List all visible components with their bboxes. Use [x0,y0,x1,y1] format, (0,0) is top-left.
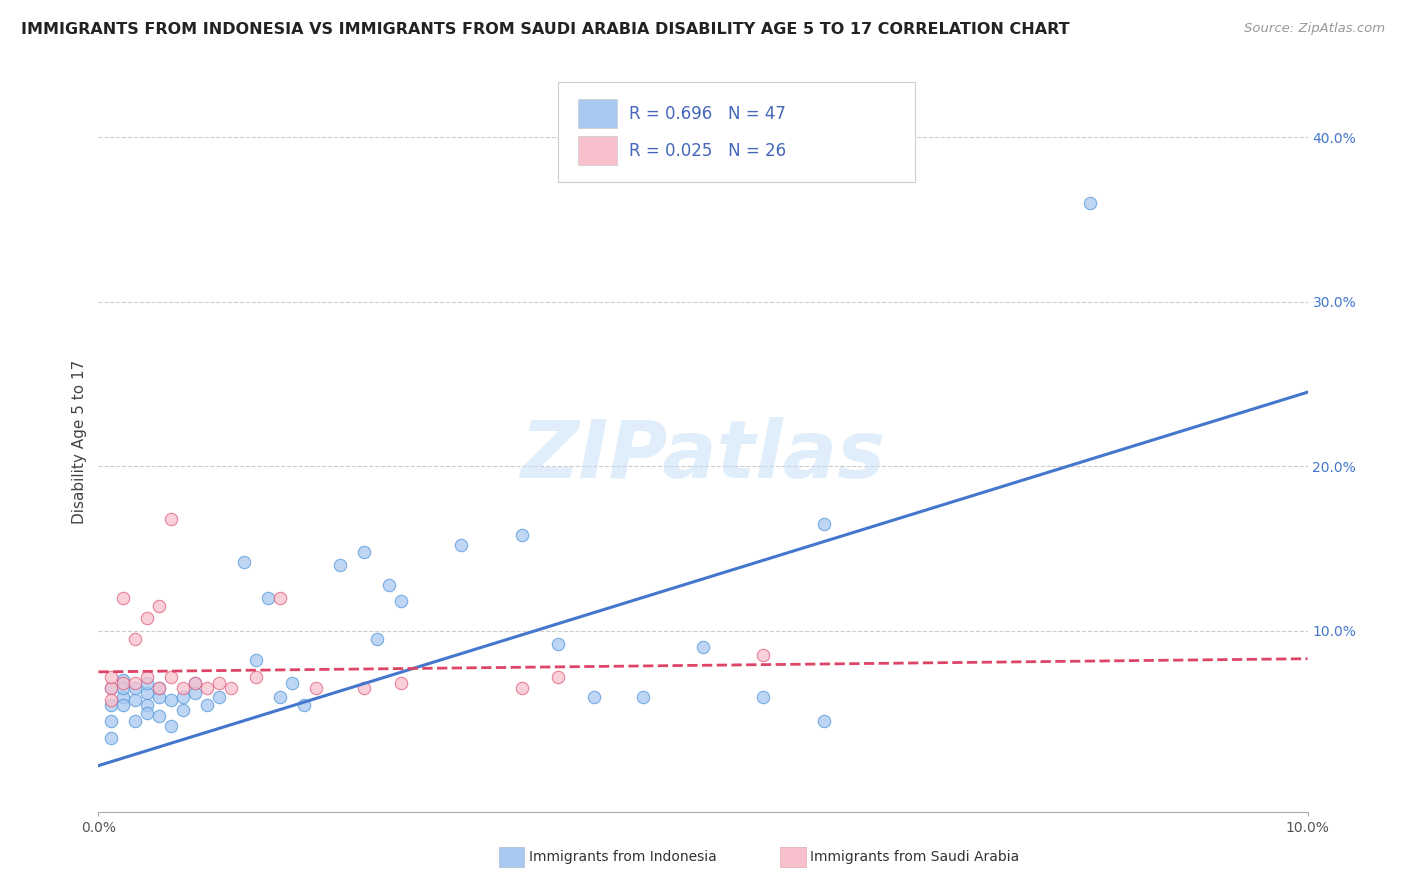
Point [172,681,194,696]
Point [100,731,122,745]
Point [100,698,122,712]
Point [111,698,134,712]
Point [111,591,134,605]
Point [111,681,134,696]
Point [256,591,278,605]
Point [184,686,207,700]
Point [813,516,835,531]
Text: R = 0.025   N = 26: R = 0.025 N = 26 [630,142,786,160]
Point [111,690,134,704]
Text: Source: ZipAtlas.com: Source: ZipAtlas.com [1244,22,1385,36]
Point [195,698,218,712]
Point [450,538,472,552]
Point [245,670,267,684]
Point [100,693,122,707]
Point [389,594,412,608]
Point [124,632,146,646]
Point [135,676,157,690]
Point [111,676,134,690]
Point [135,698,157,712]
Text: Immigrants from Saudi Arabia: Immigrants from Saudi Arabia [810,850,1019,864]
FancyBboxPatch shape [558,82,915,183]
Point [148,681,170,696]
Text: IMMIGRANTS FROM INDONESIA VS IMMIGRANTS FROM SAUDI ARABIA DISABILITY AGE 5 TO 17: IMMIGRANTS FROM INDONESIA VS IMMIGRANTS … [21,22,1070,37]
Point [135,670,157,684]
Point [353,545,375,559]
Point [148,709,170,723]
Point [583,690,606,704]
Point [813,714,835,729]
Point [510,681,533,696]
Point [631,690,654,704]
Point [752,690,775,704]
Point [135,610,157,624]
Point [160,670,183,684]
Point [292,698,315,712]
Point [269,690,291,704]
Point [366,632,388,646]
Point [281,676,304,690]
Point [100,681,122,696]
Point [221,681,243,696]
Point [160,512,183,526]
Point [135,706,157,720]
Point [148,681,170,696]
Text: R = 0.696   N = 47: R = 0.696 N = 47 [630,104,786,122]
Point [547,670,569,684]
Text: Immigrants from Indonesia: Immigrants from Indonesia [529,850,717,864]
Point [353,681,375,696]
Point [100,670,122,684]
Point [184,676,207,690]
Point [100,681,122,696]
Point [195,681,218,696]
Point [148,599,170,613]
Point [377,577,399,591]
Point [124,693,146,707]
Point [124,714,146,729]
Point [148,690,170,704]
Bar [578,99,617,128]
Point [135,686,157,700]
Bar [578,136,617,165]
Text: ZIPatlas: ZIPatlas [520,417,886,495]
Point [692,640,714,655]
Point [752,648,775,663]
Point [100,714,122,729]
Point [160,719,183,733]
Point [1078,196,1101,211]
Point [329,558,352,572]
Point [269,591,291,605]
Point [305,681,328,696]
Point [111,673,134,687]
Point [184,676,207,690]
Point [172,690,194,704]
Point [389,676,412,690]
Point [510,528,533,542]
Point [547,637,569,651]
Point [124,676,146,690]
Point [124,681,146,696]
Point [245,653,267,667]
Y-axis label: Disability Age 5 to 17: Disability Age 5 to 17 [72,359,87,524]
Point [232,555,254,569]
Point [208,676,231,690]
Point [208,690,231,704]
Point [160,693,183,707]
Point [172,703,194,717]
